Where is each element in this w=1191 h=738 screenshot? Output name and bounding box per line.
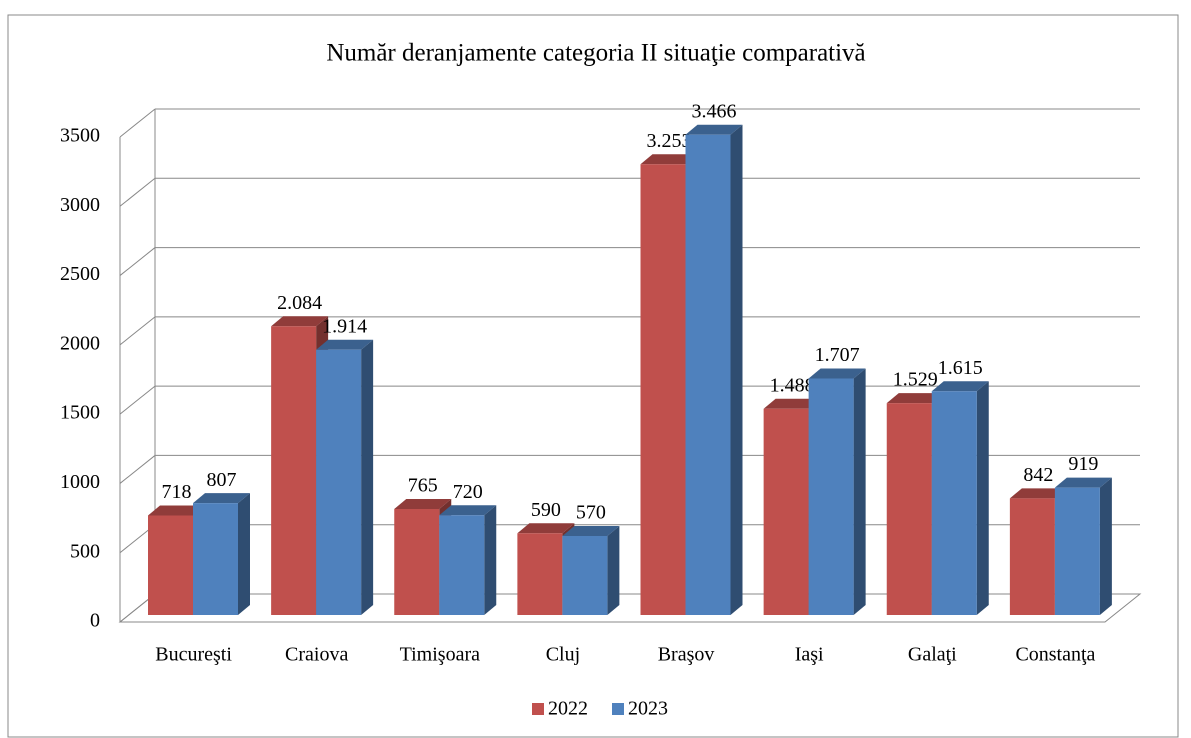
bar-top [763,398,821,409]
bar-side [730,124,743,615]
bar-top [517,523,575,534]
value-label: 1.707 [815,344,860,366]
bar-side [484,505,497,615]
value-label: 1.914 [322,315,367,337]
grid-side [119,455,156,484]
chart-title: Număr deranjamente categoria II situaţie… [326,40,865,67]
y-tick-label: 2000 [60,332,100,354]
legend-swatch [612,703,624,715]
value-label: 1.529 [893,369,938,391]
value-label: 765 [408,475,438,497]
bar-top [562,526,620,537]
value-label: 590 [531,499,561,521]
value-label: 2.084 [277,292,322,314]
bar-front [685,134,731,615]
bar-top [685,124,743,135]
bar-front [640,164,686,615]
y-tick-label: 500 [70,540,100,562]
legend-swatch [532,703,544,715]
bar-front [271,326,317,615]
x-tick-label: Galaţi [908,644,957,666]
bar [439,505,497,615]
bar-top [394,498,452,509]
bar-top [439,505,497,516]
bar [316,339,374,615]
bar-top [640,154,698,165]
legend-label: 2022 [548,698,588,720]
x-tick-label: Constanţa [1015,644,1095,666]
bar-side [607,526,620,615]
bar-side [238,493,250,615]
bar [685,124,743,615]
bar-front [1054,487,1100,615]
value-label: 1.488 [770,374,815,396]
bar-front [1009,498,1055,615]
bar [562,526,620,615]
bar-side [1099,477,1112,615]
bar-front [808,378,854,615]
grid-side [119,316,156,346]
bar-front [193,503,238,615]
bar-top [931,381,989,392]
y-tick-label: 0 [90,610,100,632]
bar [931,381,989,615]
value-label: 1.615 [938,357,983,379]
bar-front [439,515,485,615]
bar-front [148,515,193,615]
x-tick-label: Cluj [546,644,580,666]
bar-top [271,316,329,327]
legend-label: 2023 [628,698,668,720]
value-label: 807 [207,469,237,491]
bar-top [808,368,866,379]
value-label: 570 [576,502,606,524]
x-tick-label: Braşov [658,644,715,666]
value-label: 919 [1068,453,1098,475]
x-tick-label: Bucureşti [155,644,232,666]
bar-top [1054,477,1112,488]
bar-front [931,391,977,615]
grid-side [119,385,156,415]
bar [1054,477,1112,615]
bar-top [1009,488,1067,499]
bar [193,493,250,615]
bar [808,368,866,615]
bar-side [361,339,374,615]
value-label: 3.253 [647,130,692,152]
value-label: 842 [1023,464,1053,486]
value-label: 718 [162,481,192,503]
value-label: 3.466 [692,100,737,122]
y-tick-label: 3000 [60,194,100,216]
bar-top [193,493,250,504]
grid-side [119,177,156,207]
x-tick-label: Timişoara [400,644,481,666]
y-tick-label: 2500 [60,263,100,285]
x-tick-label: Craiova [285,644,348,666]
x-tick-label: Iaşi [795,644,824,666]
bar-side [976,381,989,615]
bar-top [886,393,944,404]
bar-top [316,339,374,350]
bar-front [562,536,608,615]
bar-front [394,508,440,615]
bar-front [517,533,563,615]
grid-side [119,247,156,276]
chart-border [7,14,1179,738]
bar-side [853,368,866,615]
bar-front [763,408,809,615]
value-label: 720 [453,481,483,503]
bar-front [316,349,362,615]
bar-top [148,505,205,516]
y-tick-label: 1000 [60,471,100,493]
y-tick-label: 1500 [60,402,100,424]
y-tick-label: 3500 [60,125,100,147]
bar-front [886,403,932,615]
grid-side [119,108,156,138]
